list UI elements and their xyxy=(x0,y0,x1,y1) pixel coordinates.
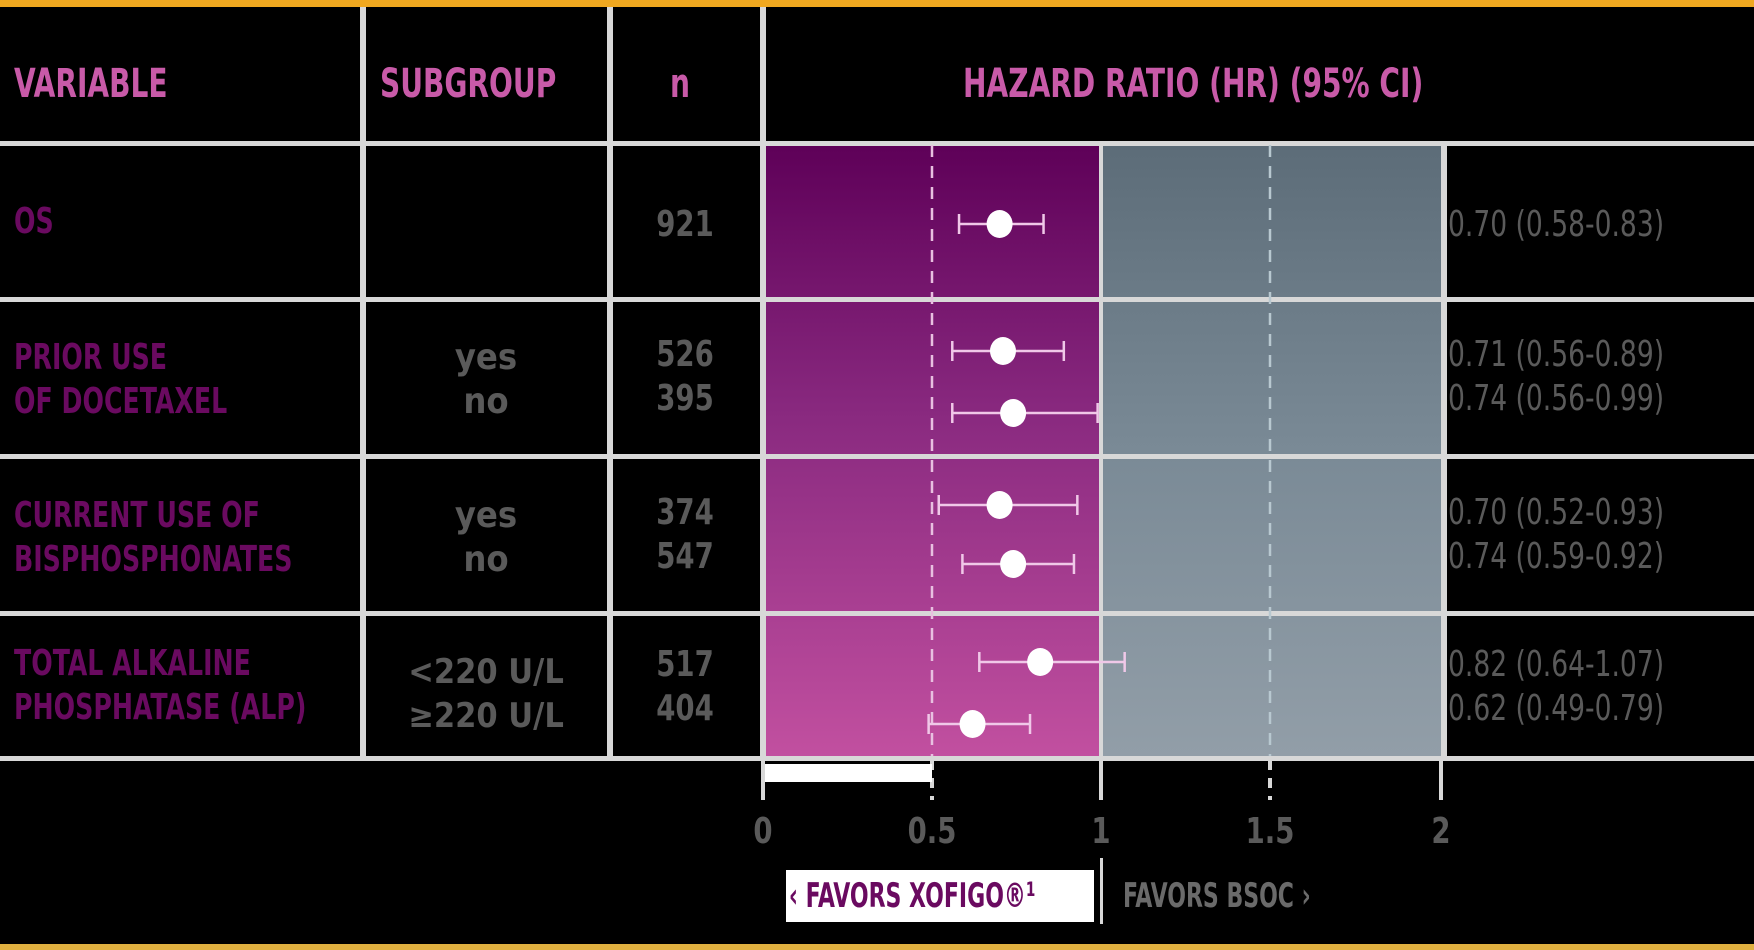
hr-value: 0.82 (0.64-1.07) xyxy=(1448,644,1665,685)
hr-value: 0.74 (0.56-0.99) xyxy=(1448,378,1665,419)
subgroup-label: no xyxy=(463,539,509,580)
axis-tick-2: 2 xyxy=(1431,811,1451,852)
variable-bisphosphonates: CURRENT USE OF BISPHOSPHONATES xyxy=(14,495,293,580)
row-divider xyxy=(0,141,1754,146)
subgroup-label: yes xyxy=(454,495,518,536)
hr-cell: 0.70 (0.58-0.83) xyxy=(1448,203,1664,247)
column-divider xyxy=(607,7,613,759)
row-divider xyxy=(0,454,1754,459)
forest-point xyxy=(951,337,1066,365)
row-divider xyxy=(0,611,1754,616)
favors-separator xyxy=(1100,858,1103,924)
subgroup-cell: yes no xyxy=(381,494,591,582)
top-accent-bar xyxy=(0,0,1754,7)
n-value: 374 xyxy=(656,492,714,533)
variable-os: OS xyxy=(14,201,54,242)
header-variable: VARIABLE xyxy=(14,61,168,107)
subgroup-label: ≥220 U/L xyxy=(408,696,564,736)
forest-point xyxy=(978,648,1126,676)
n-cell: 526 395 xyxy=(621,333,749,421)
favors-xofigo-label: ‹ FAVORS XOFIGO®¹ xyxy=(786,870,1094,922)
hr-value: 0.70 (0.52-0.93) xyxy=(1448,492,1665,533)
axis-tick-0: 0 xyxy=(753,811,773,852)
hr-value: 0.71 (0.56-0.89) xyxy=(1448,334,1665,375)
hr-value: 0.74 (0.59-0.92) xyxy=(1448,536,1665,577)
n-value: 404 xyxy=(656,688,714,729)
forest-point xyxy=(961,550,1076,578)
header-n: n xyxy=(670,61,690,107)
forest-point xyxy=(927,710,1032,738)
hr-value: 0.70 (0.58-0.83) xyxy=(1448,204,1665,245)
favors-bsoc-label: FAVORS BSOC › xyxy=(1123,876,1311,916)
column-divider xyxy=(760,7,766,759)
favors-xofigo-text: ‹ FAVORS XOFIGO®¹ xyxy=(788,876,1036,916)
subgroup-cell: yes no xyxy=(381,336,591,424)
n-cell: 374 547 xyxy=(621,491,749,579)
n-value: 547 xyxy=(656,536,714,577)
axis-tick-1-5: 1.5 xyxy=(1245,811,1295,852)
forest-point xyxy=(957,210,1045,238)
column-divider xyxy=(360,7,366,759)
forest-point xyxy=(951,399,1099,427)
subgroup-label: <220 U/L xyxy=(408,652,564,692)
hr-value: 0.62 (0.49-0.79) xyxy=(1448,688,1665,729)
hr-cell: 0.70 (0.52-0.93) 0.74 (0.59-0.92) xyxy=(1448,491,1664,579)
hr-cell: 0.82 (0.64-1.07) 0.62 (0.49-0.79) xyxy=(1448,643,1664,731)
column-divider xyxy=(1441,143,1447,759)
subgroup-cell: <220 U/L ≥220 U/L xyxy=(381,650,591,738)
bottom-accent-bar xyxy=(0,944,1754,950)
n-cell: 517 404 xyxy=(621,643,749,731)
variable-alp: TOTAL ALKALINE PHOSPHATASE (ALP) xyxy=(14,643,307,728)
variable-prior-docetaxel: PRIOR USE OF DOCETAXEL xyxy=(14,337,228,422)
axis-tick-1: 1 xyxy=(1091,811,1111,852)
axis-tick-0-5: 0.5 xyxy=(907,811,957,852)
n-value: 526 xyxy=(656,334,714,375)
subgroup-label: yes xyxy=(454,337,518,378)
forest-point xyxy=(937,491,1079,519)
header-hazard-ratio: HAZARD RATIO (HR) (95% CI) xyxy=(963,61,1424,107)
n-value: 395 xyxy=(656,378,714,419)
row-divider xyxy=(0,756,1754,761)
n-cell: 921 xyxy=(621,203,749,247)
header-subgroup: SUBGROUP xyxy=(380,61,557,107)
n-value: 517 xyxy=(656,644,714,685)
n-value: 921 xyxy=(656,204,714,245)
favors-bsoc-region xyxy=(1101,143,1443,759)
hr-cell: 0.71 (0.56-0.89) 0.74 (0.56-0.99) xyxy=(1448,333,1664,421)
subgroup-label: no xyxy=(463,381,509,422)
row-divider xyxy=(0,297,1754,302)
